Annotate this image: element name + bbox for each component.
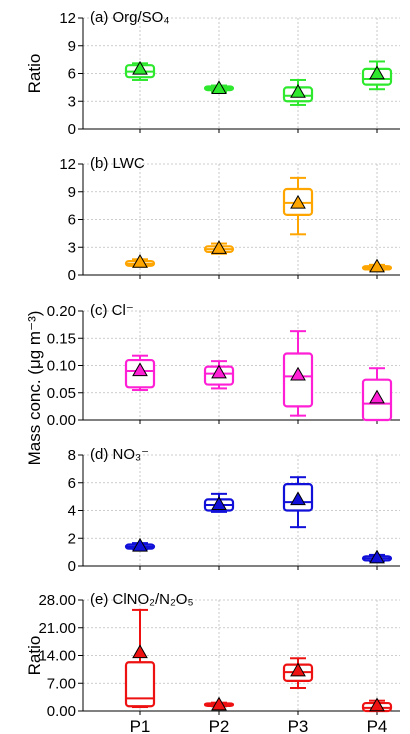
panel-a-y-tick-label-4: 12 <box>59 10 76 27</box>
panel-a-p1-mean-marker <box>132 60 148 75</box>
panel-e-y-tick-label-0: 0.00 <box>47 703 76 720</box>
x-category-label-p4: P4 <box>367 717 388 734</box>
panel-d-p3-mean-marker <box>290 491 306 506</box>
panel-e-title: (e) ClNO₂/N₂O₅ <box>90 591 194 608</box>
panel-d-p2-mean-marker <box>211 496 227 511</box>
panel-c-y-tick-label-2: 0.10 <box>47 358 76 375</box>
panel-e-y-tick-label-4: 28.00 <box>38 592 76 609</box>
panel-b-y-tick-label-1: 3 <box>68 239 76 256</box>
panel-a-p4-mean-marker <box>369 65 385 80</box>
panel-d-p1-mean-marker <box>132 537 148 552</box>
panel-c-title: (c) Cl⁻ <box>90 302 134 319</box>
x-category-label-p1: P1 <box>130 717 151 734</box>
panel-c-p1-mean-marker <box>132 362 148 377</box>
x-category-label-p3: P3 <box>288 717 309 734</box>
x-category-label-p2: P2 <box>209 717 230 734</box>
panel-a-p3-mean-marker <box>290 83 306 98</box>
panel-e-p3-mean-marker <box>290 662 306 677</box>
panel-c-y-tick-label-3: 0.15 <box>47 330 76 347</box>
panel-b-p2-mean-marker <box>211 240 227 254</box>
shared-y-axis-title: Mass conc. (μg m⁻³) <box>25 311 44 466</box>
panel-b-p3-mean-marker <box>290 194 306 209</box>
panel-a-p2-mean-marker <box>211 80 227 95</box>
panel-e-y-tick-label-1: 7.00 <box>47 675 76 692</box>
panel-a-y-tick-label-2: 6 <box>68 66 76 83</box>
panel-e-p1-box <box>124 661 156 708</box>
panel-e-p4-mean-marker <box>369 697 385 712</box>
panel-d-title: (d) NO₃⁻ <box>90 446 149 463</box>
panel-e-y-tick-label-3: 21.00 <box>38 620 76 637</box>
panel-d-y-tick-label-2: 4 <box>68 503 76 520</box>
panel-b-title: (b) LWC <box>90 155 145 172</box>
panel-b-y-tick-label-2: 6 <box>68 212 76 229</box>
panel-a-y-tick-label-0: 0 <box>68 121 76 138</box>
panel-c-p4-mean-marker <box>369 389 385 404</box>
panel-c-y-tick-label-1: 0.05 <box>47 385 76 402</box>
panel-e-p2-mean-marker <box>211 696 227 711</box>
panel-d-p4-mean-marker <box>369 549 385 564</box>
panel-c-p3-mean-marker <box>290 366 306 381</box>
panel-a-y-tick-label-1: 3 <box>68 93 76 110</box>
panel-b-y-tick-label-0: 0 <box>68 267 76 284</box>
panel-e-y-tick-label-2: 14.00 <box>38 648 76 665</box>
panel-b-p4-mean-marker <box>369 258 385 273</box>
panel-b-y-tick-label-3: 9 <box>68 184 76 201</box>
panel-a-title: (a) Org/SO₄ <box>90 9 169 26</box>
panel-d-y-tick-label-1: 2 <box>68 530 76 547</box>
panel-d-y-tick-label-3: 6 <box>68 475 76 492</box>
panel-e-y-axis-title: Ratio <box>25 636 44 676</box>
panel-a-y-tick-label-3: 9 <box>68 38 76 55</box>
panel-c-y-tick-label-0: 0.00 <box>47 412 76 429</box>
panel-a-y-axis-title: Ratio <box>25 54 44 94</box>
panel-d-y-tick-label-4: 8 <box>68 447 76 464</box>
panel-c-y-tick-label-4: 0.20 <box>47 303 76 320</box>
panel-c-p2-mean-marker <box>211 364 227 379</box>
panel-b-p1-mean-marker <box>132 254 148 268</box>
panel-e-p1-mean-marker <box>132 644 148 659</box>
panel-d-y-tick-label-0: 0 <box>68 558 76 575</box>
panel-b-y-tick-label-4: 12 <box>59 156 76 173</box>
